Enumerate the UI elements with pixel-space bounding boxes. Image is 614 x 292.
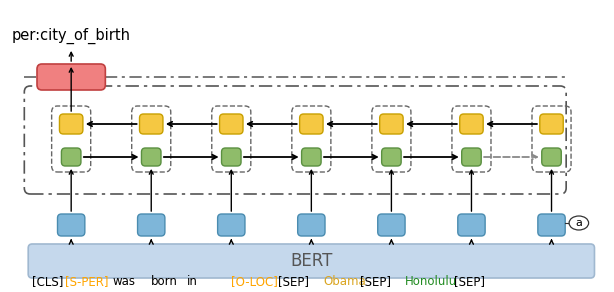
FancyBboxPatch shape [37,64,106,90]
FancyBboxPatch shape [460,114,483,134]
Text: was: was [112,275,135,288]
Text: Honolulu: Honolulu [405,275,457,288]
Text: Obama: Obama [323,275,366,288]
FancyBboxPatch shape [222,148,241,166]
Text: born: born [151,275,178,288]
FancyBboxPatch shape [542,148,561,166]
Text: [CLS]: [CLS] [32,275,63,288]
FancyBboxPatch shape [138,214,165,236]
FancyBboxPatch shape [300,114,323,134]
FancyBboxPatch shape [462,148,481,166]
Text: a: a [575,218,582,228]
Text: BERT: BERT [290,252,333,270]
Text: [S-PER]: [S-PER] [65,275,109,288]
FancyBboxPatch shape [220,114,243,134]
FancyBboxPatch shape [28,244,594,278]
FancyBboxPatch shape [382,148,401,166]
Text: [O-LOC]: [O-LOC] [231,275,278,288]
FancyBboxPatch shape [141,148,161,166]
Text: in: in [187,275,197,288]
FancyBboxPatch shape [298,214,325,236]
FancyBboxPatch shape [301,148,321,166]
Text: [SEP]: [SEP] [454,275,485,288]
FancyBboxPatch shape [379,114,403,134]
FancyBboxPatch shape [60,114,83,134]
FancyBboxPatch shape [61,148,81,166]
Text: [SEP]: [SEP] [278,275,309,288]
FancyBboxPatch shape [217,214,245,236]
FancyBboxPatch shape [378,214,405,236]
FancyBboxPatch shape [458,214,485,236]
FancyBboxPatch shape [540,114,563,134]
FancyBboxPatch shape [58,214,85,236]
FancyBboxPatch shape [538,214,565,236]
Text: [SEP]: [SEP] [360,275,391,288]
Text: per:city_of_birth: per:city_of_birth [12,28,131,44]
Ellipse shape [569,216,589,230]
FancyBboxPatch shape [139,114,163,134]
